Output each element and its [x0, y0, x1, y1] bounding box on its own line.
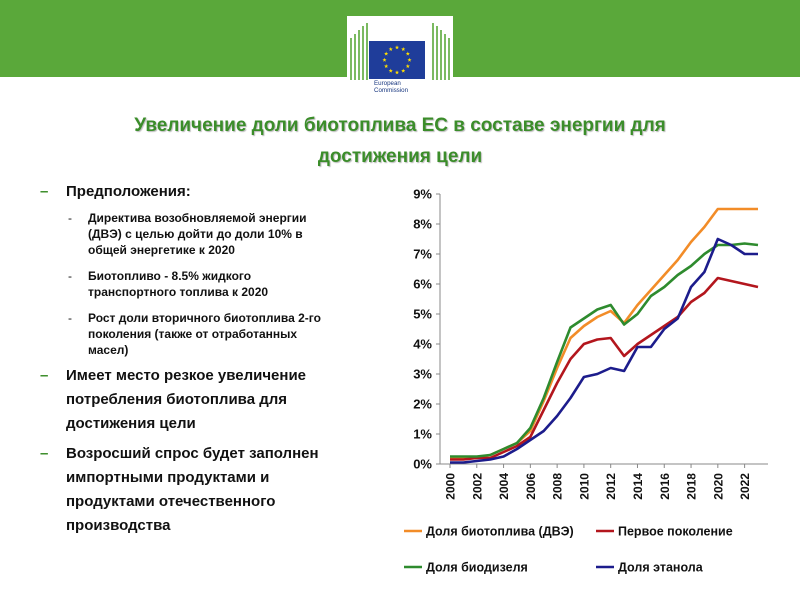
series-line [450, 207, 758, 460]
sub-bullet-second-gen: - Рост доли вторичного биотоплива 2-го п… [40, 310, 370, 358]
bullet-sharp-increase: – Имеет место резкое увеличение потребле… [40, 364, 370, 436]
line: производства [66, 517, 171, 534]
y-tick-label: 9% [413, 187, 432, 202]
line: поколения (также от отработанных [88, 327, 298, 341]
flag-star-icon [405, 51, 410, 56]
x-tick-label: 2000 [444, 473, 458, 500]
legend-label: Доля этанола [618, 561, 704, 575]
legend-label: Доля биодизеля [426, 561, 528, 575]
y-tick-label: 2% [413, 397, 432, 412]
flag-star-icon [405, 64, 410, 69]
title-line-1: Увеличение доли биотоплива ЕС в составе … [134, 115, 666, 136]
x-tick-label: 2008 [551, 473, 565, 500]
flag-star-icon [394, 70, 400, 75]
x-tick-label: 2020 [711, 473, 725, 500]
flag-star-icon [388, 68, 393, 73]
line: транспортного топлива к 2020 [88, 285, 269, 299]
y-tick-label: 5% [413, 307, 432, 322]
series-line [450, 242, 759, 458]
bullet-assumptions: – Предположения: [40, 183, 191, 200]
flag-star-icon [384, 51, 389, 56]
logo-building-lines [350, 23, 450, 80]
flag-star-icon [407, 57, 412, 62]
sub-bullet-biofuel-share: - Биотопливо - 8.5% жидкого транспортног… [40, 268, 370, 300]
x-tick-label: 2012 [604, 473, 618, 500]
european-commission-logo: European Commission [347, 16, 453, 104]
line: продуктами отечественного [66, 493, 276, 510]
line: Имеет место резкое увеличение [66, 367, 307, 384]
line: импортными продуктами и [66, 469, 270, 486]
bullet-list: – Предположения: - Директива возобновляем… [40, 180, 370, 538]
x-tick-label: 2010 [577, 473, 591, 500]
logo-line-european: European [374, 80, 401, 87]
x-tick-label: 2018 [685, 473, 699, 500]
line: Директива возобновляемой энергии [88, 211, 307, 225]
legend-label: Доля биотоплива (ДВЭ) [426, 525, 574, 539]
line: общей энергетике к 2020 [88, 243, 235, 257]
slide-title: Увеличение доли биотоплива ЕС в составе … [60, 110, 740, 172]
legend-label: Первое поколение [618, 525, 733, 539]
y-tick-label: 8% [413, 217, 432, 232]
flag-star-icon [401, 46, 406, 51]
flag-star-icon [388, 46, 393, 51]
x-tick-label: 2016 [658, 473, 672, 500]
y-tick-label: 7% [413, 247, 432, 262]
series-line [450, 276, 759, 461]
bullet-demand-imports: – Возросший спрос будет заполнен импортн… [40, 442, 370, 538]
eu-flag-icon [369, 41, 425, 79]
x-tick-label: 2002 [470, 473, 484, 500]
x-tick-label: 2006 [524, 473, 538, 500]
line: Возросший спрос будет заполнен [66, 445, 319, 462]
bullet-text: Предположения: [66, 183, 191, 200]
line: Рост доли вторичного биотоплива 2-го [88, 311, 321, 325]
line: Биотопливо - 8.5% жидкого [88, 269, 252, 283]
title-line-2: достижения цели [317, 146, 483, 167]
x-tick-label: 2014 [631, 473, 645, 500]
y-tick-label: 4% [413, 337, 432, 352]
line: масел) [88, 343, 129, 357]
logo-line-commission: Commission [374, 87, 409, 94]
flag-star-icon [394, 45, 400, 50]
y-tick-label: 6% [413, 277, 432, 292]
y-tick-label: 3% [413, 367, 432, 382]
flag-star-icon [401, 68, 406, 73]
sub-bullet-directive: - Директива возобновляемой энергии (ДВЭ)… [40, 210, 370, 258]
y-tick-label: 0% [413, 457, 432, 472]
series-line [450, 237, 758, 464]
line: (ДВЭ) с целью дойти до доли 10% в [88, 227, 303, 241]
flag-star-icon [384, 64, 389, 69]
x-tick-label: 2004 [497, 473, 511, 500]
line: потребления биотоплива для [66, 391, 288, 408]
flag-star-icon [382, 57, 387, 62]
y-tick-label: 1% [413, 427, 432, 442]
line: достижения цели [66, 415, 196, 432]
x-tick-label: 2022 [738, 473, 752, 500]
